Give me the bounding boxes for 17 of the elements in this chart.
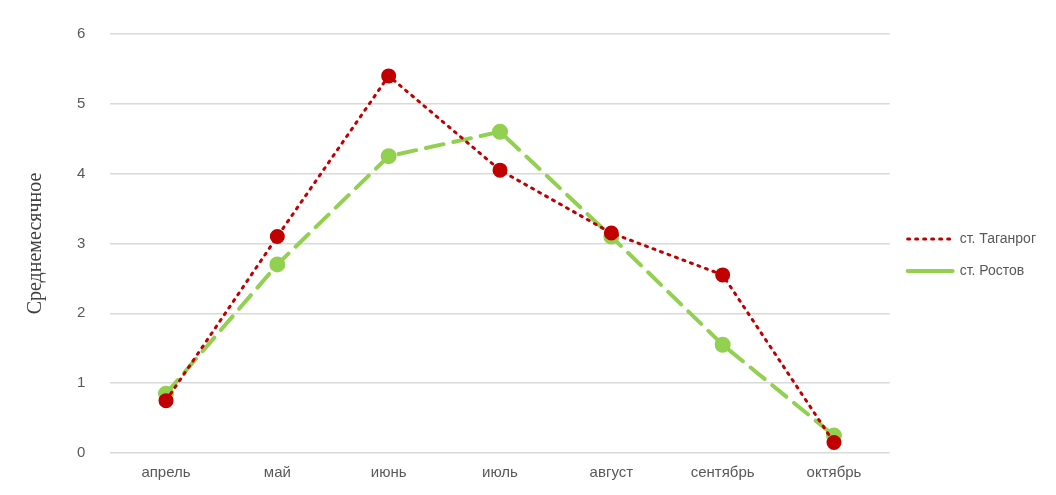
y-tick-label: 2 bbox=[77, 303, 86, 321]
y-tick-label: 3 bbox=[77, 233, 86, 251]
y-tick-label: 5 bbox=[77, 93, 86, 111]
legend-label: ст. Ростов bbox=[959, 261, 1025, 278]
x-tick-label: октябрь bbox=[806, 463, 862, 481]
x-tick-label: май bbox=[263, 463, 291, 481]
x-tick-label: апрель bbox=[141, 463, 191, 481]
y-tick-label: 6 bbox=[77, 24, 86, 42]
x-tick-label: июнь bbox=[370, 463, 407, 481]
y-tick-label: 0 bbox=[77, 443, 86, 461]
y-tick-label: 4 bbox=[77, 163, 86, 181]
y-axis-title: Среднемесячное bbox=[23, 172, 47, 315]
legend-label: ст. Таганрог bbox=[959, 229, 1036, 246]
x-tick-label: сентябрь bbox=[690, 463, 755, 481]
x-tick-label: август bbox=[589, 463, 634, 481]
x-tick-label: июль bbox=[482, 463, 519, 481]
y-tick-label: 1 bbox=[77, 373, 86, 391]
